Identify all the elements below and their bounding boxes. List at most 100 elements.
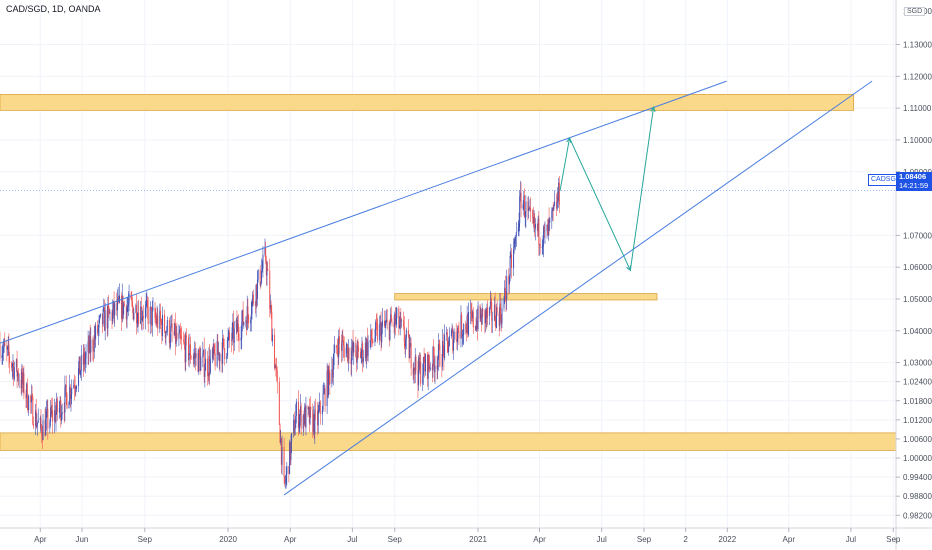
y-tick-label: 1.10000: [903, 136, 932, 145]
candle-body: [131, 301, 133, 307]
candle-body: [284, 482, 286, 483]
candle-body: [78, 368, 80, 386]
candle-body: [543, 226, 545, 245]
candle-body: [490, 301, 492, 303]
candle-body: [541, 246, 543, 248]
candle-body: [254, 303, 256, 306]
candle-body: [264, 247, 266, 255]
candle-body: [290, 442, 292, 460]
bar-countdown: 14:21:59: [899, 181, 929, 190]
candle-body: [155, 319, 157, 325]
candle-body: [171, 323, 173, 332]
x-tick-label: Jul: [846, 535, 856, 544]
candle-body: [441, 366, 443, 367]
candle-body: [274, 334, 276, 369]
candle-body: [360, 353, 362, 359]
candle-body: [157, 315, 159, 329]
candle-body: [266, 269, 268, 276]
candle-body: [452, 339, 454, 351]
y-tick-label: 1.05000: [903, 295, 932, 304]
candle-body: [286, 466, 288, 475]
candle-body: [327, 366, 329, 396]
candle-body: [375, 321, 377, 339]
candle-body: [246, 320, 248, 330]
candle-body: [137, 312, 139, 323]
candle-body: [474, 326, 476, 328]
candle-body: [261, 268, 263, 271]
candle-body: [371, 340, 373, 342]
candle-body: [58, 407, 60, 413]
candle-body: [331, 369, 333, 385]
candle-body: [503, 298, 505, 309]
candle-body: [259, 269, 261, 286]
candle-body: [534, 216, 536, 229]
candle-body: [127, 303, 129, 307]
x-tick-label: Sep: [637, 535, 652, 544]
x-axis-ticks: Apr Jun Sep 2020 Apr Jul Sep 2021 Apr Jul Sep 2 2022…: [34, 528, 901, 544]
candle-body: [54, 410, 56, 422]
candle-body: [295, 415, 297, 428]
candle-body: [140, 306, 142, 321]
candle-body: [429, 365, 431, 370]
candle-body: [180, 336, 182, 339]
candle-body: [106, 310, 108, 329]
candle-body: [347, 344, 349, 361]
candle-body: [313, 414, 315, 434]
candle-body: [265, 260, 267, 276]
candle-body: [164, 331, 166, 338]
candle-body: [280, 438, 282, 443]
candle-body: [448, 346, 450, 352]
candle-body: [549, 218, 551, 223]
candle-body: [529, 208, 531, 209]
candle-body: [511, 254, 513, 268]
candle-body: [343, 345, 345, 358]
candle-body: [326, 370, 328, 406]
candle-body: [434, 365, 436, 372]
candle-body: [240, 338, 242, 341]
candle-body: [501, 308, 503, 324]
candle-body: [123, 303, 125, 307]
candle-body: [489, 301, 491, 308]
projection-segment: [629, 107, 655, 271]
candle-body: [218, 352, 220, 362]
x-tick-label: 2: [683, 535, 688, 544]
candle-body: [280, 438, 282, 465]
candle-body: [78, 356, 80, 369]
candle-body: [399, 316, 401, 326]
candle-body: [495, 321, 497, 328]
candle-body: [149, 306, 151, 325]
candle-body: [285, 474, 287, 483]
candle-body: [256, 279, 258, 299]
trendlines: [0, 80, 873, 496]
y-tick-label: 0.99400: [903, 473, 932, 482]
candle-body: [245, 320, 247, 323]
candle-body: [508, 276, 510, 285]
candle-body: [347, 347, 349, 361]
candle-body: [135, 305, 137, 313]
candle-body: [319, 401, 321, 410]
candle-body: [197, 353, 199, 372]
candle-body: [334, 345, 336, 353]
currency-label[interactable]: SGD: [904, 7, 926, 16]
candle-body: [427, 355, 429, 379]
candle-body: [170, 326, 172, 342]
candle-body: [205, 358, 207, 371]
candle-body: [99, 313, 101, 317]
candle-body: [75, 385, 77, 389]
candle-body: [467, 315, 469, 336]
candle-body: [336, 348, 338, 351]
candle-body: [28, 395, 30, 411]
candle-body: [250, 313, 252, 321]
candle-body: [551, 211, 553, 219]
candle-body: [200, 357, 202, 371]
candle-body: [500, 303, 502, 318]
candle-body: [217, 340, 219, 355]
candle-body: [8, 345, 10, 357]
candle-body: [132, 306, 134, 320]
y-tick-label: 1.03000: [903, 359, 932, 368]
candle-body: [524, 216, 526, 218]
candle-body: [26, 383, 28, 409]
candle-body: [162, 314, 164, 336]
candle-body: [50, 407, 52, 415]
